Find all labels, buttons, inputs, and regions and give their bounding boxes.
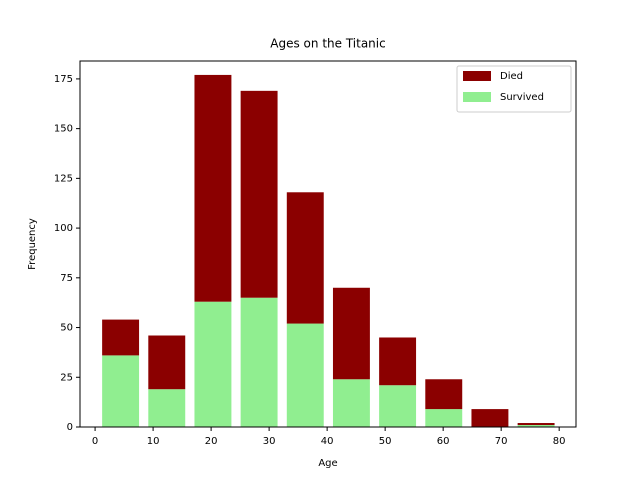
bar bbox=[517, 423, 555, 426]
bar bbox=[332, 287, 370, 380]
bar bbox=[332, 379, 370, 427]
x-tick-label: 70 bbox=[495, 436, 508, 447]
bar bbox=[240, 90, 278, 298]
x-tick-label: 20 bbox=[205, 436, 218, 447]
x-tick-label: 30 bbox=[263, 436, 276, 447]
bar bbox=[194, 301, 232, 427]
legend-label: Survived bbox=[500, 92, 544, 103]
bar bbox=[425, 379, 463, 410]
y-tick-label: 100 bbox=[54, 223, 73, 234]
bar bbox=[148, 389, 186, 427]
y-tick-label: 25 bbox=[60, 372, 73, 383]
legend-label: Died bbox=[500, 71, 523, 82]
legend-swatch bbox=[463, 92, 491, 102]
x-tick-label: 0 bbox=[92, 436, 98, 447]
bar bbox=[425, 409, 463, 427]
x-tick-label: 40 bbox=[321, 436, 334, 447]
bar bbox=[471, 409, 509, 427]
bar bbox=[379, 337, 417, 386]
bar bbox=[379, 385, 417, 427]
y-tick-label: 125 bbox=[54, 173, 73, 184]
y-tick-label: 150 bbox=[54, 124, 73, 135]
bar bbox=[517, 425, 555, 427]
bar bbox=[286, 192, 324, 324]
bar bbox=[240, 297, 278, 427]
legend-swatch bbox=[463, 71, 491, 81]
x-tick-label: 60 bbox=[437, 436, 450, 447]
chart-title: Ages on the Titanic bbox=[270, 37, 385, 51]
y-tick-label: 0 bbox=[67, 422, 73, 433]
y-tick-label: 50 bbox=[60, 323, 73, 334]
bar bbox=[286, 323, 324, 427]
x-tick-label: 50 bbox=[379, 436, 392, 447]
y-axis-label: Frequency bbox=[27, 218, 38, 270]
plot-frame bbox=[79, 60, 577, 428]
y-tick-label: 75 bbox=[60, 273, 73, 284]
x-tick-label: 10 bbox=[147, 436, 160, 447]
bar bbox=[194, 74, 232, 302]
y-tick-label: 175 bbox=[54, 74, 73, 85]
x-tick-label: 80 bbox=[553, 436, 566, 447]
x-axis-label: Age bbox=[318, 458, 337, 469]
bar bbox=[102, 355, 140, 427]
bar bbox=[148, 335, 186, 390]
bar bbox=[102, 319, 140, 356]
